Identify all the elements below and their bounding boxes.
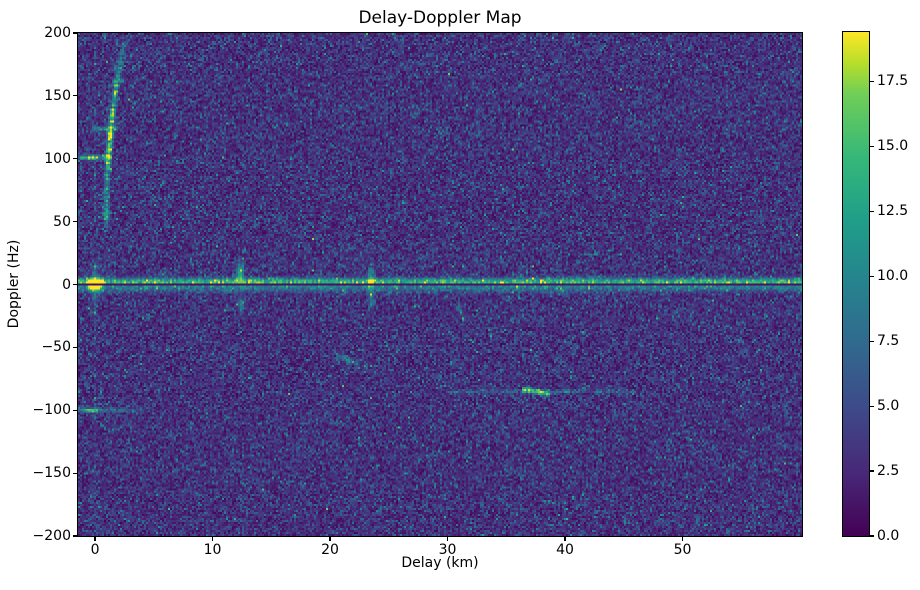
x-tick-mark <box>329 537 331 541</box>
colorbar-tick-mark <box>870 340 874 342</box>
ddm-heatmap-canvas <box>78 33 802 536</box>
colorbar-tick-mark <box>870 275 874 277</box>
x-tick-mark <box>211 537 214 541</box>
y-tick-label: −50 <box>41 339 71 356</box>
colorbar-tick-mark <box>870 80 874 82</box>
y-tick-label: −150 <box>32 465 71 482</box>
x-tick-label: 0 <box>90 542 100 558</box>
colorbar-tick-mark <box>870 210 874 212</box>
colorbar-tick-label: 17.5 <box>877 73 909 90</box>
x-tick-label: 20 <box>321 542 339 558</box>
y-tick-label: 200 <box>44 25 71 41</box>
colorbar-tick-label: 0.0 <box>877 528 900 544</box>
y-tick-mark <box>73 95 77 97</box>
colorbar-tick-label: 5.0 <box>877 398 900 415</box>
colorbar-tick-mark <box>870 145 874 147</box>
y-tick-mark <box>73 472 77 474</box>
y-tick-mark <box>73 158 77 160</box>
x-tick-mark <box>94 537 96 541</box>
x-tick-label: 10 <box>203 542 222 558</box>
colorbar-gradient <box>843 32 869 536</box>
colorbar-tick-mark <box>870 470 874 472</box>
colorbar-tick-label: 10.0 <box>877 268 909 285</box>
y-tick-label: −100 <box>32 402 71 419</box>
y-tick-label: −200 <box>32 528 71 544</box>
x-tick-mark <box>681 537 684 541</box>
colorbar-tick-mark <box>870 405 874 407</box>
y-tick-mark <box>73 283 77 286</box>
x-axis-label: Delay (km) <box>401 555 479 571</box>
x-tick-mark <box>564 537 566 541</box>
colorbar-tick-mark <box>870 535 874 537</box>
y-tick-label: 50 <box>53 213 71 230</box>
y-tick-label: 0 <box>62 276 71 293</box>
y-tick-mark <box>73 409 77 411</box>
colorbar <box>842 31 870 537</box>
colorbar-tick-label: 15.0 <box>877 138 909 155</box>
colorbar-tick-label: 2.5 <box>877 463 900 480</box>
chart-title: Delay-Doppler Map <box>358 8 522 28</box>
x-tick-label: 30 <box>438 542 457 558</box>
x-tick-label: 40 <box>556 542 574 558</box>
colorbar-tick-label: 7.5 <box>877 333 900 350</box>
y-axis-label: Doppler (Hz) <box>6 239 22 329</box>
x-tick-mark <box>446 537 449 541</box>
plot-area <box>77 32 803 537</box>
colorbar-tick-label: 12.5 <box>877 203 909 220</box>
y-tick-mark <box>73 32 77 34</box>
y-tick-mark <box>73 346 77 348</box>
y-tick-mark <box>73 535 77 537</box>
y-tick-label: 150 <box>44 87 71 104</box>
y-tick-label: 100 <box>44 150 71 167</box>
x-tick-label: 50 <box>673 542 692 558</box>
y-tick-mark <box>73 221 77 223</box>
